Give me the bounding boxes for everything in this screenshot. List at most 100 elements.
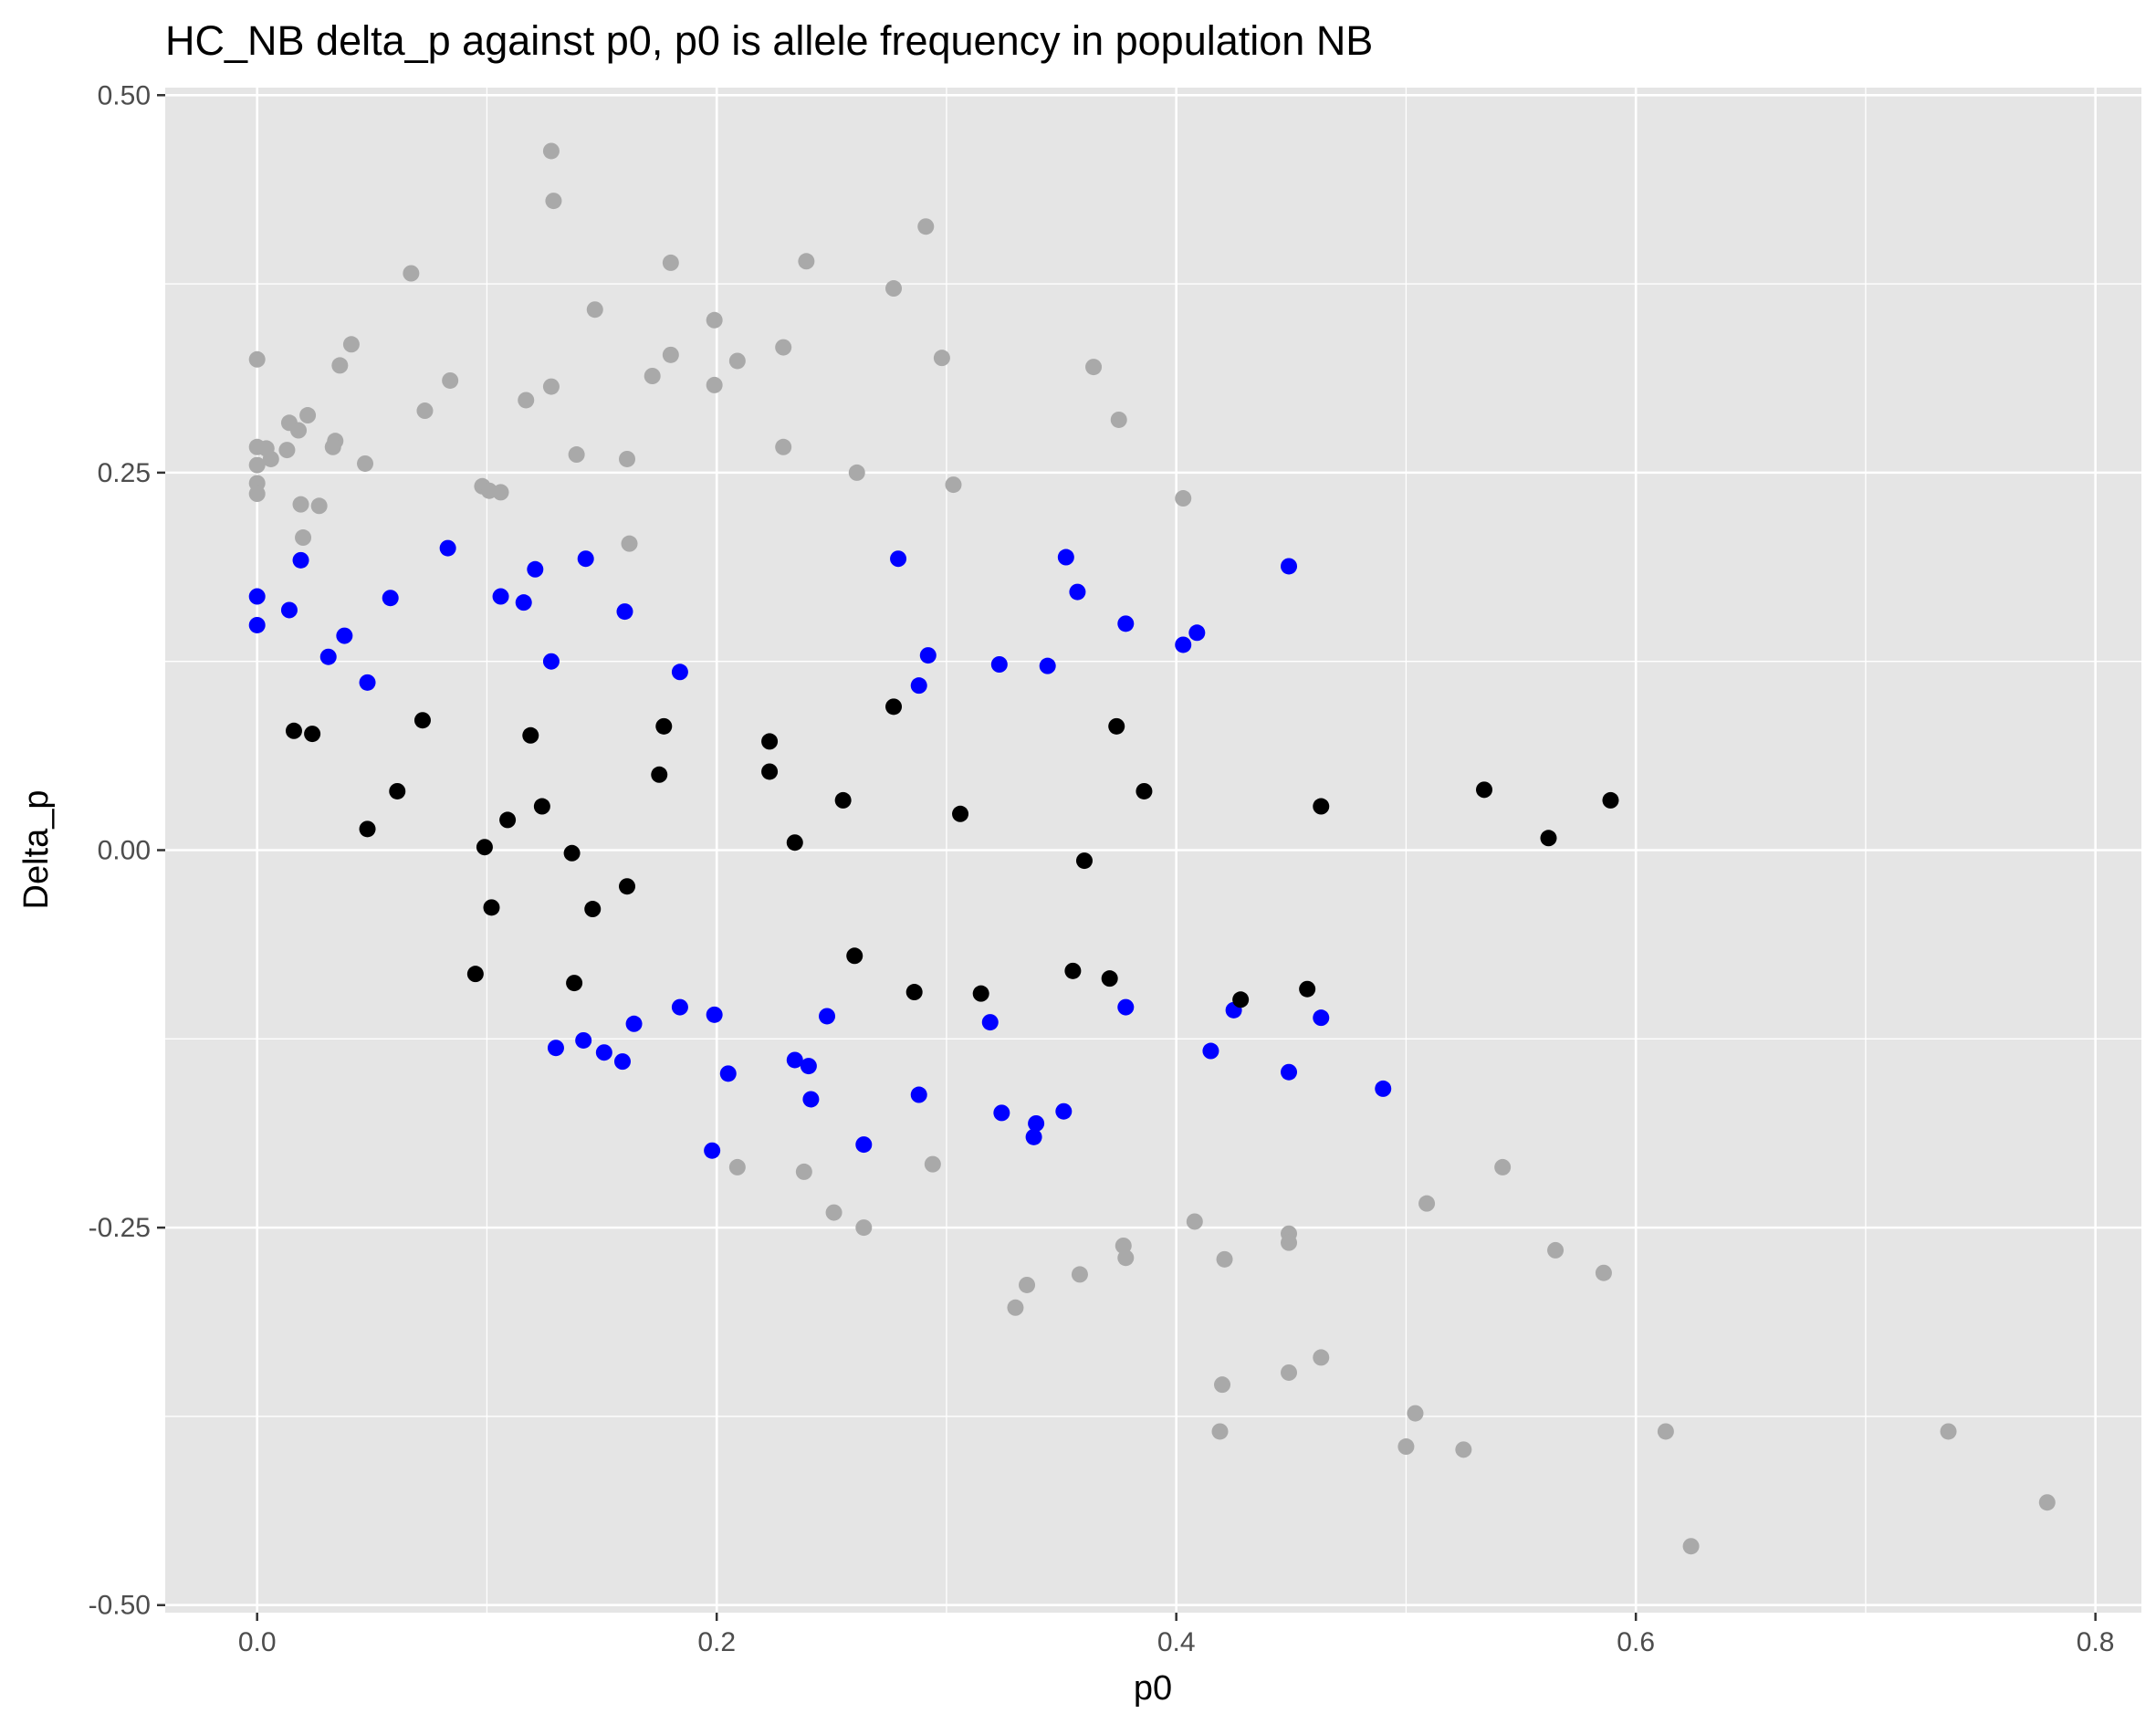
data-point bbox=[1540, 830, 1557, 847]
data-point bbox=[522, 726, 539, 744]
data-point bbox=[359, 820, 376, 838]
y-tick-label: -0.50 bbox=[89, 1591, 151, 1621]
data-point bbox=[1101, 970, 1118, 987]
data-point bbox=[304, 726, 321, 743]
data-point bbox=[885, 280, 903, 298]
data-point bbox=[566, 975, 583, 992]
chart-title: HC_NB delta_p against p0, p0 is allele f… bbox=[165, 17, 1373, 64]
x-axis-title: p0 bbox=[1134, 1669, 1172, 1708]
data-point bbox=[295, 529, 312, 547]
data-point bbox=[1055, 1102, 1073, 1120]
data-point bbox=[952, 805, 969, 822]
data-point bbox=[655, 717, 673, 735]
data-point bbox=[413, 712, 431, 729]
data-point bbox=[1547, 1241, 1565, 1259]
data-point bbox=[905, 984, 923, 1001]
data-point bbox=[1064, 962, 1082, 979]
data-point bbox=[1117, 1249, 1135, 1267]
y-tick-label: 0.25 bbox=[98, 458, 151, 488]
data-point bbox=[1211, 1423, 1229, 1440]
data-point bbox=[403, 265, 420, 282]
data-point bbox=[981, 1014, 999, 1031]
data-point bbox=[1069, 583, 1086, 601]
tick-labels: 0.0 0.2 0.4 0.6 0.8 0.50 0.25 0.00 -0.25 -0.50 bbox=[89, 80, 2115, 1657]
data-point bbox=[972, 985, 989, 1002]
data-point bbox=[786, 1051, 803, 1069]
data-point bbox=[1117, 998, 1135, 1016]
data-point bbox=[1281, 558, 1298, 575]
data-point bbox=[542, 142, 560, 160]
data-point bbox=[1057, 549, 1074, 566]
data-point bbox=[492, 484, 509, 501]
data-point bbox=[1019, 1276, 1036, 1293]
data-point bbox=[359, 674, 376, 691]
x-tick-label: 0.6 bbox=[1617, 1627, 1655, 1657]
data-point bbox=[919, 647, 937, 664]
data-point bbox=[990, 656, 1008, 674]
data-point bbox=[545, 193, 562, 210]
data-point bbox=[1455, 1441, 1472, 1458]
data-point bbox=[848, 464, 865, 481]
data-point bbox=[825, 1204, 843, 1221]
y-axis-title: Delta_p bbox=[17, 790, 56, 910]
x-tick-label: 0.2 bbox=[697, 1627, 736, 1657]
data-point bbox=[1313, 1009, 1330, 1027]
data-point bbox=[933, 350, 950, 367]
data-points bbox=[248, 142, 2056, 1555]
data-point bbox=[1595, 1264, 1612, 1281]
data-point bbox=[855, 1136, 873, 1154]
data-point bbox=[917, 218, 935, 235]
data-point bbox=[616, 603, 633, 621]
data-point bbox=[1136, 782, 1153, 799]
data-point bbox=[885, 698, 903, 716]
data-point bbox=[1657, 1423, 1674, 1440]
data-point bbox=[248, 588, 266, 605]
data-point bbox=[644, 368, 661, 385]
data-point bbox=[1397, 1438, 1415, 1456]
data-point bbox=[1188, 624, 1206, 642]
data-point bbox=[1039, 657, 1056, 674]
data-point bbox=[292, 496, 309, 513]
data-point bbox=[262, 450, 279, 467]
data-point bbox=[280, 601, 298, 619]
data-point bbox=[910, 677, 927, 695]
data-point bbox=[1281, 1364, 1298, 1381]
data-point bbox=[1232, 991, 1250, 1008]
data-point bbox=[798, 253, 815, 270]
data-point bbox=[1028, 1114, 1045, 1132]
data-point bbox=[1085, 359, 1103, 376]
data-point bbox=[761, 763, 779, 780]
data-point bbox=[389, 782, 406, 799]
x-tick-label: 0.0 bbox=[238, 1627, 277, 1657]
data-point bbox=[1117, 615, 1135, 632]
data-point bbox=[1375, 1080, 1392, 1097]
data-point bbox=[324, 438, 341, 455]
data-point bbox=[890, 550, 907, 568]
data-point bbox=[331, 357, 349, 374]
data-point bbox=[416, 402, 434, 420]
data-point bbox=[651, 766, 668, 783]
data-point bbox=[728, 352, 746, 370]
data-point bbox=[1007, 1299, 1024, 1316]
data-point bbox=[1108, 717, 1125, 735]
data-point bbox=[1940, 1423, 1957, 1440]
data-point bbox=[336, 627, 353, 644]
data-point bbox=[1075, 852, 1093, 870]
data-point bbox=[1407, 1405, 1424, 1422]
data-point bbox=[671, 663, 688, 681]
data-point bbox=[619, 878, 636, 895]
data-point bbox=[533, 798, 550, 815]
data-point bbox=[2038, 1494, 2056, 1511]
data-point bbox=[499, 811, 517, 829]
data-point bbox=[625, 1015, 643, 1032]
data-point bbox=[584, 901, 602, 918]
data-point bbox=[1186, 1213, 1203, 1230]
data-point bbox=[563, 844, 581, 862]
data-point bbox=[542, 378, 560, 395]
data-point bbox=[621, 535, 638, 552]
data-point bbox=[706, 1006, 723, 1023]
data-point bbox=[924, 1155, 941, 1173]
data-point bbox=[761, 733, 779, 750]
data-point bbox=[1476, 781, 1493, 799]
data-point bbox=[855, 1219, 873, 1237]
